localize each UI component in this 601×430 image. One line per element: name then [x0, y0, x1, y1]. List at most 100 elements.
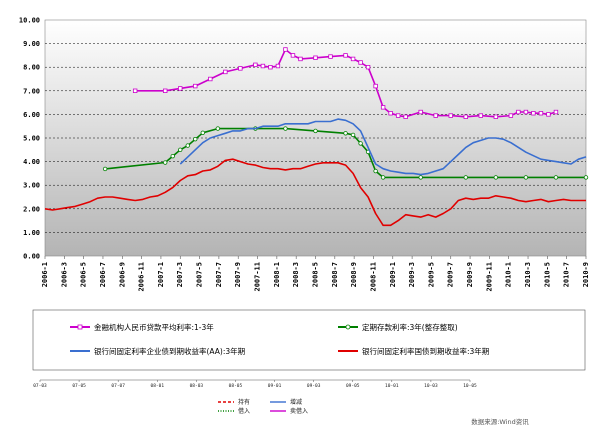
- data-point: [275, 63, 281, 69]
- y-tick-label: 7.00: [23, 87, 40, 95]
- mini-legend-label: 借入: [238, 407, 250, 415]
- data-point: [313, 55, 318, 60]
- x-tick-label: 2007-7: [215, 262, 223, 287]
- data-point: [523, 109, 529, 115]
- data-point: [350, 132, 356, 138]
- data-point: [132, 88, 138, 93]
- mini-tick-label: 09-01: [268, 383, 282, 389]
- y-tick-label: 10.00: [19, 17, 40, 25]
- x-tick-label: 2010-9: [582, 262, 590, 287]
- data-point: [516, 109, 521, 115]
- legend-marker: [345, 324, 351, 330]
- x-tick-label: 2009-7: [447, 262, 455, 287]
- x-tick-label: 2007-9: [234, 262, 242, 287]
- y-tick-label: 9.00: [23, 40, 40, 48]
- mini-tick-label: 08-05: [229, 383, 243, 389]
- x-tick-label: 2008-5: [311, 262, 319, 287]
- x-tick-label: 2010-5: [543, 262, 551, 287]
- data-point: [193, 136, 198, 142]
- y-axis-ticks: 0.00 1.00 2.00 3.00 4.00 5.00 6.00 7.00 8.00 9.00…: [19, 17, 40, 261]
- data-point: [373, 168, 378, 174]
- x-tick-label: 2006-11: [138, 262, 146, 292]
- data-point: [328, 54, 333, 59]
- x-tick-label: 2007-11: [254, 262, 262, 292]
- mini-legend-label: 持有: [238, 398, 250, 406]
- x-tick-label: 2007-1: [157, 262, 165, 287]
- mini-tick-label: 09-05: [346, 383, 360, 389]
- x-tick-label: 2009-11: [485, 262, 493, 292]
- x-tick-label: 2009-5: [427, 262, 435, 287]
- y-tick-label: 8.00: [23, 64, 40, 72]
- data-point: [418, 175, 423, 180]
- data-point: [395, 113, 401, 118]
- data-point: [358, 60, 363, 65]
- data-point: [253, 62, 258, 68]
- x-axis-ticks: 2006-1 2006-3 2006-5 2006-7 2006-9 2006-11 200…: [41, 256, 590, 292]
- mini-tick-label: 10-03: [424, 383, 438, 389]
- mini-axis: 07-03 07-05 07-07 08-01 08-03 08-05 09-01 09-03…: [33, 379, 477, 389]
- data-point: [215, 126, 221, 131]
- y-tick-label: 0.00: [23, 253, 40, 261]
- y-tick-label: 1.00: [23, 229, 40, 237]
- x-tick-label: 2008-9: [350, 262, 358, 287]
- x-tick-label: 2006-1: [41, 262, 49, 287]
- legend-box: [32, 309, 586, 371]
- data-point: [418, 109, 423, 115]
- data-point: [343, 131, 348, 136]
- data-point: [531, 111, 536, 116]
- data-point: [290, 53, 296, 58]
- data-point: [163, 160, 168, 165]
- data-point: [178, 147, 183, 152]
- mini-tick-label: 09-03: [307, 383, 321, 389]
- mini-tick-label: 08-01: [150, 383, 164, 389]
- data-point: [493, 114, 499, 119]
- x-tick-label: 2009-9: [466, 262, 474, 287]
- data-point: [448, 113, 453, 118]
- data-point: [283, 126, 288, 131]
- x-tick-label: 2008-3: [292, 262, 300, 287]
- legend-label: 银行间固定利率企业债到期收益率(AA):3年期: [94, 346, 245, 356]
- x-tick-label: 2010-7: [563, 262, 571, 287]
- y-tick-label: 5.00: [23, 135, 40, 143]
- data-point: [102, 166, 108, 172]
- data-point: [223, 69, 228, 75]
- x-tick-label: 2009-1: [389, 262, 397, 287]
- data-point: [178, 86, 183, 91]
- data-point: [358, 141, 363, 146]
- y-tick-label: 6.00: [23, 111, 40, 119]
- mini-tick-label: 07-03: [33, 383, 47, 389]
- data-point: [260, 63, 266, 69]
- y-tick-label: 2.00: [23, 205, 40, 213]
- x-tick-label: 2008-7: [331, 262, 339, 287]
- legend-label: 定期存款利率:3年(整存整取): [362, 322, 458, 332]
- data-point: [193, 83, 198, 89]
- mini-tick-label: 07-05: [72, 383, 86, 389]
- data-point: [478, 113, 484, 118]
- data-point: [283, 47, 288, 52]
- legend-label: 金融机构人民币贷款平均利率:1-3年: [94, 322, 214, 332]
- mini-legend-label: 卖借入: [290, 407, 308, 415]
- data-point: [298, 56, 303, 62]
- legend: 金融机构人民币贷款平均利率:1-3年 定期存款利率:3年(整存整取) 银行间固定利率…: [70, 322, 489, 356]
- mini-tick-label: 07-07: [111, 383, 125, 389]
- legend-label: 银行间固定利率国债到期收益率:3年期: [362, 346, 489, 356]
- data-point: [463, 114, 468, 119]
- x-tick-label: 2008-1: [273, 262, 281, 287]
- x-tick-label: 2008-11: [369, 262, 377, 292]
- x-tick-label: 2006-5: [80, 262, 88, 287]
- data-point: [200, 130, 205, 136]
- mini-tick-label: 10-01: [385, 383, 399, 389]
- y-tick-label: 4.00: [23, 158, 40, 166]
- data-point: [350, 56, 356, 62]
- data-point: [553, 109, 559, 115]
- y-tick-label: 3.00: [23, 182, 40, 190]
- data-point: [238, 66, 243, 71]
- series-line: [135, 48, 557, 118]
- data-point: [185, 143, 190, 148]
- x-tick-label: 2007-5: [196, 262, 204, 287]
- data-point: [380, 105, 386, 110]
- data-point: [546, 112, 551, 117]
- data-point: [508, 113, 514, 118]
